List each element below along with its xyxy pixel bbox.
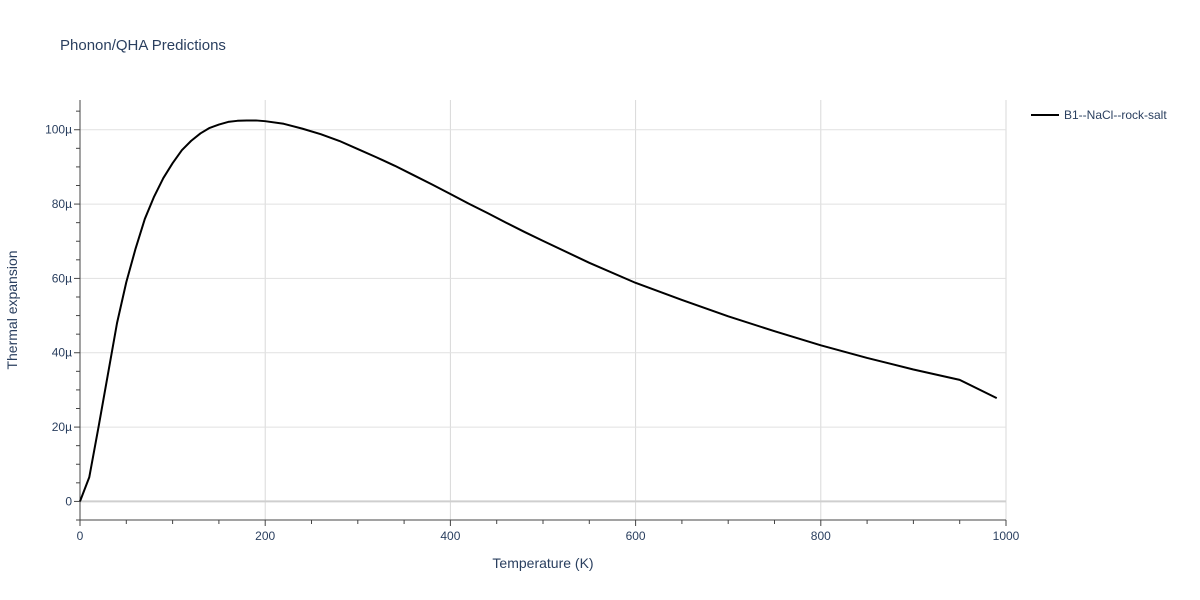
x-tick-label: 400	[440, 529, 460, 543]
legend-entry-label: B1--NaCl--rock-salt	[1064, 108, 1167, 122]
y-tick-label: 80µ	[52, 197, 72, 211]
legend[interactable]: B1--NaCl--rock-salt	[1031, 108, 1167, 122]
y-tick-label: 0	[65, 494, 72, 508]
x-axis-ticks: 0 200 400 600 800 1000	[77, 520, 1020, 543]
x-axis-title: Temperature (K)	[492, 555, 593, 571]
x-tick-label: 200	[255, 529, 275, 543]
x-tick-label: 600	[626, 529, 646, 543]
x-tick-label: 0	[77, 529, 84, 543]
x-tick-label: 1000	[993, 529, 1020, 543]
chart-title: Phonon/QHA Predictions	[60, 37, 226, 54]
y-axis-ticks: 0 20µ 40µ 60µ 80µ 100µ	[45, 110, 80, 521]
axes	[79, 100, 1006, 521]
series-line	[79, 119, 998, 502]
y-tick-label: 60µ	[52, 271, 72, 285]
x-tick-label: 800	[811, 529, 831, 543]
y-axis-title: Thermal expansion	[4, 250, 20, 369]
series-layer	[79, 119, 998, 502]
y-tick-label: 100µ	[45, 123, 72, 137]
grid	[80, 100, 1007, 520]
y-tick-label: 20µ	[52, 420, 72, 434]
y-tick-label: 40µ	[52, 346, 72, 360]
